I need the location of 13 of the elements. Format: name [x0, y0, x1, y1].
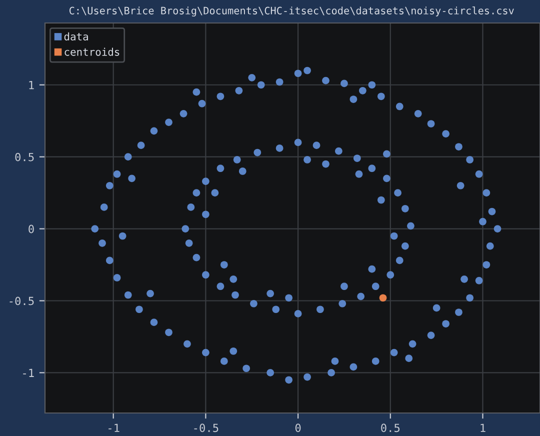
y-tick-label: 1 — [29, 81, 34, 90]
x-tick-label: 0 — [295, 424, 301, 432]
x-tick-label: 1 — [480, 424, 486, 432]
y-tick-label: -0.5 — [10, 296, 34, 306]
y-tick-label: 0.5 — [15, 152, 34, 162]
legend-label: data — [64, 32, 88, 40]
x-tick-label: 0.5 — [381, 424, 400, 432]
legend-label: centroids — [64, 48, 120, 56]
chart-title: C:\Users\Brice Brosig\Documents\CHC-itsec\code\datasets\noisy-circles.csv — [69, 6, 514, 16]
y-tick-label: 0 — [28, 224, 34, 234]
x-tick-label: -1 — [108, 424, 120, 432]
y-tick-label: -1 — [23, 368, 34, 377]
x-tick-label: -0.5 — [194, 424, 218, 432]
